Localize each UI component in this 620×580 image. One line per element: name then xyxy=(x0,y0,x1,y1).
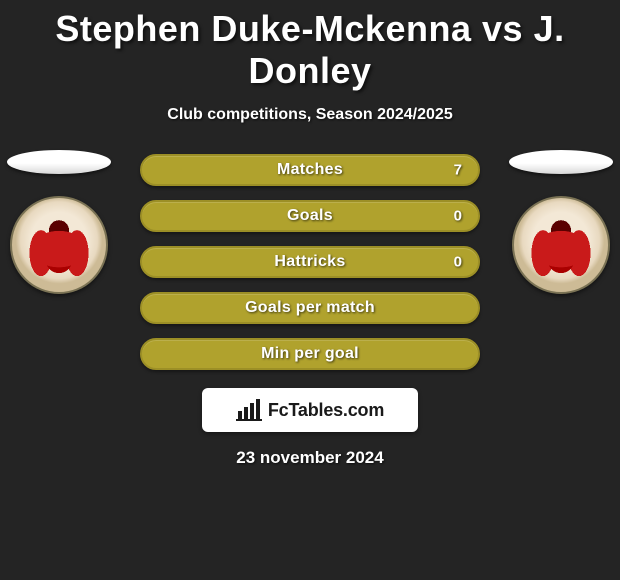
player1-photo-placeholder xyxy=(7,150,111,174)
player2-column xyxy=(506,150,616,294)
date-label: 23 november 2024 xyxy=(0,448,620,468)
subtitle: Club competitions, Season 2024/2025 xyxy=(0,106,620,124)
player1-column xyxy=(4,150,114,294)
comparison-title: Stephen Duke-Mckenna vs J. Donley xyxy=(0,0,620,92)
stat-bar-goals: Goals 0 xyxy=(140,200,480,232)
bar-chart-icon xyxy=(236,399,262,421)
stat-bar-hattricks: Hattricks 0 xyxy=(140,246,480,278)
stat-label: Matches xyxy=(277,161,343,179)
vs-label: vs xyxy=(482,8,523,49)
player2-photo-placeholder xyxy=(509,150,613,174)
stat-bar-matches: Matches 7 xyxy=(140,154,480,186)
source-logo: FcTables.com xyxy=(202,388,418,432)
stat-value-right: 0 xyxy=(454,254,462,271)
content-area: Matches 7 Goals 0 Hattricks 0 Goals per … xyxy=(0,154,620,468)
stat-label: Goals xyxy=(287,207,333,225)
player2-club-crest xyxy=(512,196,610,294)
stat-value-right: 0 xyxy=(454,208,462,225)
stat-label: Goals per match xyxy=(245,299,375,317)
player1-club-crest xyxy=(10,196,108,294)
stat-label: Hattricks xyxy=(274,253,345,271)
player1-name: Stephen Duke-Mckenna xyxy=(55,8,471,49)
stat-bar-min-per-goal: Min per goal xyxy=(140,338,480,370)
stat-value-right: 7 xyxy=(454,162,462,179)
stat-bars: Matches 7 Goals 0 Hattricks 0 Goals per … xyxy=(140,154,480,370)
source-logo-text: FcTables.com xyxy=(268,400,384,421)
stat-bar-goals-per-match: Goals per match xyxy=(140,292,480,324)
stat-label: Min per goal xyxy=(261,345,359,363)
